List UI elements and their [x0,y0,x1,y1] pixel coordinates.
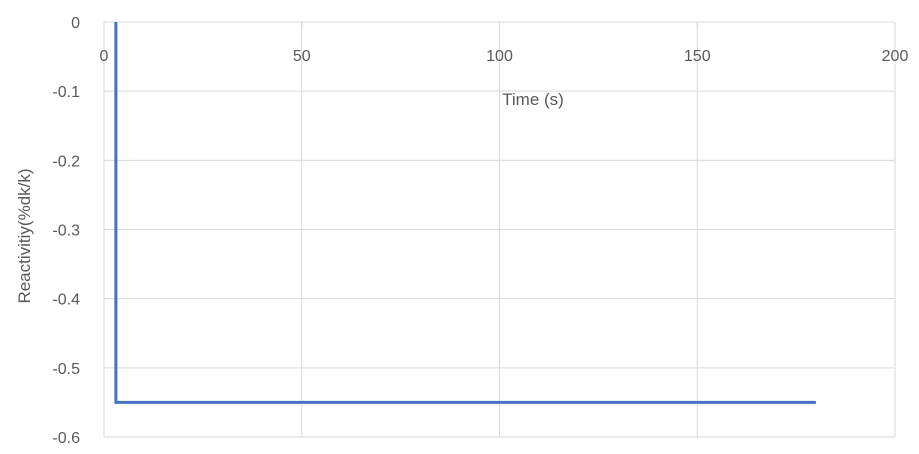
x-tick-label: 50 [293,48,311,65]
y-tick-label: 0 [71,15,80,32]
x-tick-label: 100 [486,48,513,65]
x-axis-ticks: 0 50 100 150 200 [100,48,909,65]
x-axis-title: Time (s) [502,90,564,109]
x-tick-label: 150 [684,48,711,65]
y-axis-title: Reactivitiy(%dk/k) [15,168,34,303]
series-line [114,22,816,404]
y-tick-label: -0.2 [52,153,80,170]
series-group [114,22,816,404]
y-tick-label: -0.1 [52,84,80,101]
y-tick-label: -0.4 [52,292,80,309]
x-tick-label: 200 [882,48,909,65]
y-tick-label: -0.5 [52,361,80,378]
plot-grid [103,21,896,438]
y-axis-ticks: 0 -0.1 -0.2 -0.3 -0.4 -0.5 -0.6 [52,15,80,447]
y-tick-label: -0.6 [52,430,80,447]
x-tick-label: 0 [100,48,109,65]
y-tick-label: -0.3 [52,223,80,240]
